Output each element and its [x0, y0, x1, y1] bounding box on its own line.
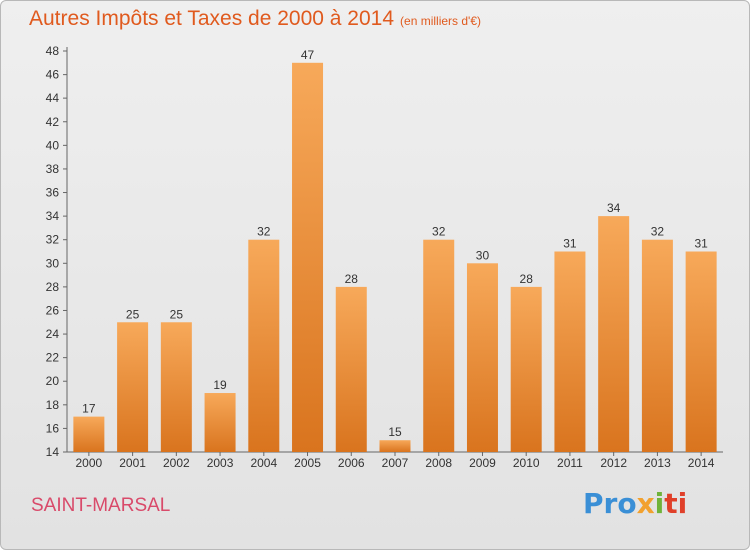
bar-value-label: 17 [82, 402, 96, 416]
y-tick-label: 24 [46, 327, 60, 341]
bar-value-label: 30 [476, 248, 490, 262]
bar-value-label: 32 [432, 225, 446, 239]
bar-value-label: 31 [694, 237, 708, 251]
bar-value-label: 32 [651, 225, 665, 239]
logo-part-4: ti [664, 487, 688, 520]
y-tick-label: 34 [46, 209, 60, 223]
bars: 17 25 25 19 32 47 28 15 32 30 28 31 34 32 31 [73, 48, 717, 452]
bar [598, 216, 630, 452]
bar [379, 440, 411, 452]
bar-value-label: 19 [213, 378, 227, 392]
y-tick-label: 22 [46, 351, 60, 365]
y-tick-label: 44 [46, 91, 60, 105]
bar-value-label: 25 [170, 307, 184, 321]
proxiti-logo: Proxiti [583, 487, 687, 520]
x-tick-label: 2005 [294, 456, 321, 470]
x-tick-label: 2009 [469, 456, 496, 470]
y-tick-label: 40 [46, 138, 60, 152]
bar [248, 239, 280, 452]
x-tick-label: 2013 [644, 456, 671, 470]
bar-value-label: 34 [607, 201, 621, 215]
bar-value-label: 31 [563, 237, 577, 251]
y-tick-label: 32 [46, 233, 60, 247]
bar-value-label: 28 [520, 272, 534, 286]
y-tick-label: 36 [46, 186, 60, 200]
y-tick-label: 48 [46, 44, 60, 58]
chart-title: Autres Impôts et Taxes de 2000 à 2014 (en… [29, 7, 481, 31]
logo-part-1: Pro [583, 487, 637, 520]
x-tick-label: 2008 [425, 456, 452, 470]
logo-part-3: i [654, 487, 665, 520]
x-tick-label: 2014 [688, 456, 715, 470]
bar [204, 393, 236, 452]
bar [292, 62, 324, 452]
y-tick-label: 30 [46, 256, 60, 270]
bar [466, 263, 498, 452]
y-tick-label: 38 [46, 162, 60, 176]
bar [510, 286, 542, 452]
bar [685, 251, 717, 452]
x-tick-label: 2010 [513, 456, 540, 470]
bar-value-label: 15 [388, 425, 402, 439]
bar [160, 322, 192, 452]
bar [335, 286, 367, 452]
y-tick-label: 18 [46, 398, 60, 412]
y-tick-label: 28 [46, 280, 60, 294]
bar [554, 251, 586, 452]
y-tick-label: 20 [46, 374, 60, 388]
logo-part-2: x [636, 487, 655, 520]
x-tick-label: 2001 [119, 456, 146, 470]
bar-value-label: 28 [345, 272, 359, 286]
x-tick-label: 2000 [76, 456, 103, 470]
y-tick-label: 46 [46, 68, 60, 82]
chart-subtitle: (en milliers d'€) [400, 14, 482, 28]
x-tick-label: 2004 [250, 456, 277, 470]
bar-value-label: 25 [126, 307, 140, 321]
y-tick-label: 42 [46, 115, 60, 129]
y-tick-label: 16 [46, 421, 60, 435]
bar [641, 239, 673, 452]
x-tick-label: 2007 [382, 456, 409, 470]
bar-value-label: 32 [257, 225, 271, 239]
location-name: SAINT-MARSAL [31, 495, 171, 516]
bar-value-label: 47 [301, 48, 315, 62]
bar [423, 239, 455, 452]
y-tick-label: 26 [46, 303, 60, 317]
x-tick-label: 2002 [163, 456, 190, 470]
bar [73, 416, 105, 452]
x-tick-label: 2003 [207, 456, 234, 470]
bar [117, 322, 149, 452]
y-tick-label: 14 [46, 445, 60, 459]
chart-title-text: Autres Impôts et Taxes de 2000 à 2014 [29, 7, 395, 30]
x-tick-label: 2012 [600, 456, 627, 470]
x-tick-label: 2006 [338, 456, 365, 470]
x-tick-label: 2011 [557, 456, 583, 470]
